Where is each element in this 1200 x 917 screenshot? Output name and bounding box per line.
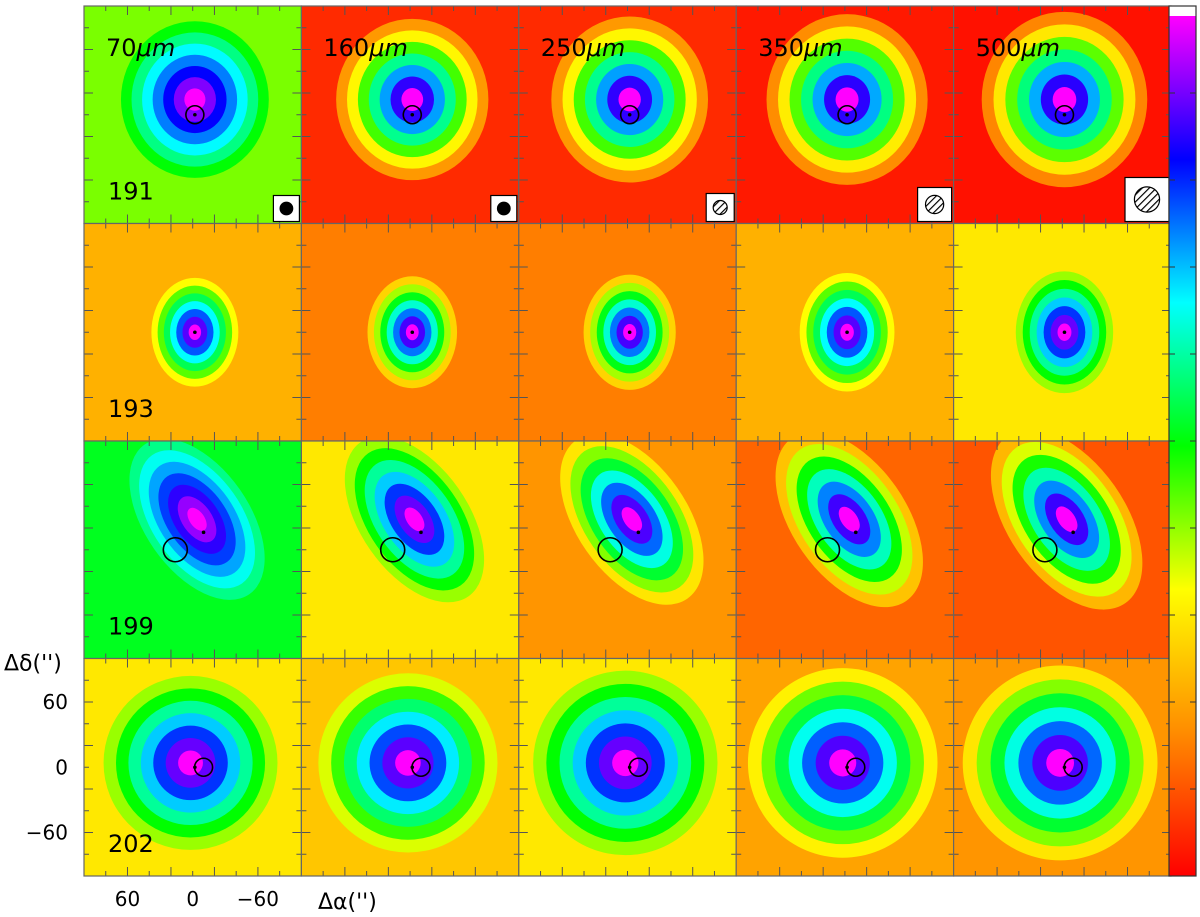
beam-size-icon (279, 201, 294, 216)
map-panel (736, 658, 954, 876)
x-tick-label: 60 (115, 887, 140, 911)
source-id-label: 199 (108, 613, 154, 641)
map-panel (953, 441, 1171, 659)
map-panel (84, 441, 302, 659)
beam-size-icon (924, 194, 945, 215)
x-tick-label: 0 (186, 887, 199, 911)
source-position-circle (597, 536, 623, 563)
source-position-circle (837, 104, 857, 125)
source-position-circle (814, 536, 841, 563)
beam-size-icon (1133, 186, 1161, 213)
source-id-label: 191 (108, 178, 154, 206)
wavelength-unit: μm (136, 34, 176, 62)
source-id-label: 202 (108, 830, 154, 858)
source-position-circle (379, 536, 406, 563)
x-axis-label: Δα('') (318, 890, 377, 915)
wavelength-label: 70μm (106, 34, 175, 62)
y-tick-label: 60 (43, 690, 68, 714)
map-panel (953, 223, 1171, 441)
map-panel (84, 6, 302, 224)
y-axis-label: Δδ('') (4, 652, 62, 677)
map-panel (736, 441, 954, 659)
wavelength-unit: μm (586, 34, 626, 62)
colorbar (1168, 5, 1197, 877)
beam-size-icon (496, 201, 511, 216)
map-panel (953, 6, 1171, 224)
source-id-label: 193 (108, 395, 154, 423)
wavelength-unit: μm (1020, 34, 1060, 62)
beam-size-icon (712, 199, 728, 216)
map-panel (736, 6, 954, 224)
map-panel (518, 658, 737, 876)
map-panel (301, 441, 519, 659)
source-position-circle (402, 104, 423, 125)
map-panel (518, 223, 737, 441)
source-position-circle (162, 536, 189, 563)
panel-grid (83, 5, 1172, 877)
map-panel (518, 441, 737, 659)
y-tick-label: −60 (26, 821, 68, 845)
map-panel (301, 6, 519, 224)
map-panel (84, 658, 302, 876)
wavelength-label: 350μm (758, 34, 842, 62)
map-panel (301, 223, 519, 441)
y-tick-label: 0 (55, 755, 68, 779)
source-position-circle (619, 104, 640, 125)
axis-labels: 70μm 191 160μm 250μm 350μm 500μm 193 199 202 60 0 −… (4, 34, 1060, 915)
map-panel (84, 223, 302, 441)
map-panel (736, 223, 954, 441)
x-tick-label: −60 (237, 887, 279, 911)
source-position-circle (185, 104, 205, 125)
wavelength-label: 160μm (323, 34, 407, 62)
wavelength-label: 500μm (976, 34, 1060, 62)
wavelength-label: 250μm (541, 34, 625, 62)
map-panel (301, 658, 519, 876)
source-position-circle (1032, 536, 1058, 563)
wavelength-unit: μm (368, 34, 408, 62)
wavelength-unit: μm (803, 34, 843, 62)
map-panel (518, 6, 737, 224)
source-position-circle (1054, 104, 1075, 125)
map-panel (953, 658, 1171, 876)
